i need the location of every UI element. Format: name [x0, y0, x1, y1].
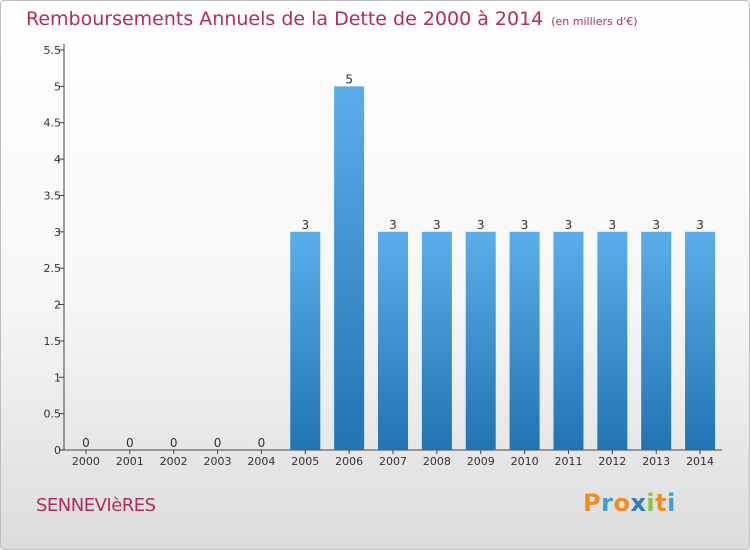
x-tick-label: 2003 [204, 455, 232, 468]
data-label: 0 [258, 436, 266, 450]
y-tick-label: 0.5 [44, 408, 62, 421]
proxiti-logo[interactable]: Proxiti [583, 489, 676, 517]
x-tick-label: 2008 [423, 455, 451, 468]
y-tick-label: 3 [54, 226, 61, 239]
bar [685, 231, 716, 450]
x-tick-label: 2006 [335, 455, 363, 468]
data-label: 3 [389, 218, 397, 232]
y-tick-label: 2.5 [44, 262, 62, 275]
y-tick-label: 2 [54, 299, 61, 312]
bar [553, 231, 584, 450]
bar [465, 231, 496, 450]
bar [378, 231, 408, 450]
bar [290, 231, 321, 450]
commune-name: SENNEVIèRES [36, 495, 156, 516]
x-tick-label: 2000 [72, 455, 100, 468]
x-tick-label: 2001 [116, 455, 144, 468]
y-tick-label: 1 [54, 371, 61, 384]
chart-unit: (en milliers d'€) [551, 15, 638, 28]
data-label: 3 [433, 218, 441, 232]
data-label: 0 [214, 436, 222, 450]
y-tick-label: 0 [54, 444, 61, 457]
logo-letter: r [601, 489, 614, 517]
bar [334, 86, 365, 450]
bar [421, 231, 452, 450]
logo-letter: t [655, 489, 668, 517]
data-label: 3 [609, 218, 617, 232]
x-tick-label: 2013 [642, 455, 670, 468]
logo-letter: P [583, 489, 602, 517]
x-tick-label: 2014 [686, 455, 714, 468]
bar [641, 231, 672, 450]
bar [509, 231, 540, 450]
y-tick-label: 5 [54, 80, 61, 93]
bar [597, 231, 628, 450]
data-label: 0 [82, 436, 90, 450]
x-tick-label: 2011 [554, 455, 582, 468]
x-tick-label: 2009 [467, 455, 495, 468]
x-tick-label: 2005 [291, 455, 319, 468]
data-label: 5 [345, 72, 353, 86]
logo-letter: x [630, 489, 647, 517]
data-label: 3 [696, 218, 704, 232]
chart-title: Remboursements Annuels de la Dette de 20… [26, 8, 638, 30]
y-tick-label: 1.5 [44, 335, 62, 348]
y-tick-label: 4 [54, 153, 61, 166]
logo-letter: i [646, 489, 656, 517]
chart-title-text: Remboursements Annuels de la Dette de 20… [26, 8, 544, 30]
x-tick-label: 2010 [511, 455, 539, 468]
y-tick-label: 4.5 [44, 117, 62, 130]
logo-letter: i [667, 489, 676, 517]
y-tick-label: 5.5 [44, 44, 62, 57]
x-tick-label: 2002 [160, 455, 188, 468]
y-tick-label: 3.5 [44, 189, 62, 202]
x-tick-label: 2007 [379, 455, 407, 468]
x-tick-label: 2012 [598, 455, 626, 468]
x-tick-label: 2004 [247, 455, 275, 468]
data-label: 0 [126, 436, 134, 450]
data-label: 3 [477, 218, 485, 232]
data-label: 3 [301, 218, 309, 232]
logo-letter: o [613, 489, 631, 517]
data-label: 3 [521, 218, 529, 232]
data-label: 3 [565, 218, 573, 232]
data-label: 0 [170, 436, 178, 450]
data-label: 3 [652, 218, 660, 232]
